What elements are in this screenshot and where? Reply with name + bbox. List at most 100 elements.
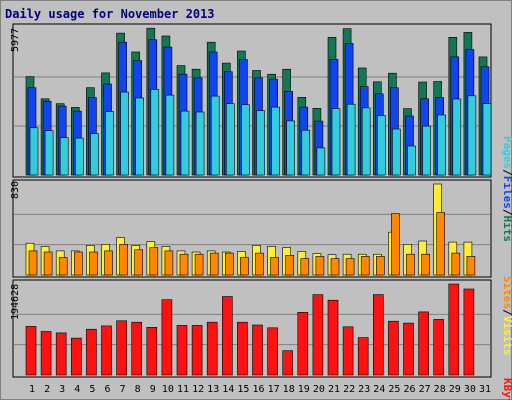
bar-kbytes-28	[433, 319, 445, 376]
legend-visits-panel: Sites/Visits	[501, 276, 512, 356]
bar-sites-24	[375, 256, 385, 276]
day-label-10: 10	[162, 384, 174, 395]
legend-hits: Hits	[501, 216, 512, 243]
bar-sites-9	[149, 247, 159, 276]
bar-sites-17	[270, 257, 279, 276]
bar-sites-12	[194, 253, 204, 276]
bar-kbytes-12	[191, 325, 203, 376]
day-label-6: 6	[104, 384, 110, 395]
bar-pages-4	[75, 137, 84, 176]
legend-sites: Sites	[501, 276, 512, 309]
bar-pages-21	[331, 108, 341, 176]
bar-pages-1	[29, 127, 39, 176]
bar-kbytes-11	[176, 325, 188, 376]
day-label-30: 30	[464, 384, 476, 395]
bar-sites-27	[421, 253, 430, 276]
bar-pages-25	[392, 128, 401, 176]
day-label-11: 11	[177, 384, 189, 395]
bar-kbytes-9	[146, 326, 158, 376]
bar-pages-10	[165, 94, 175, 176]
bar-pages-9	[150, 89, 160, 176]
bar-pages-13	[210, 95, 220, 176]
day-label-16: 16	[252, 384, 264, 395]
bar-kbytes-7	[116, 320, 127, 376]
bar-sites-13	[209, 252, 219, 276]
day-label-13: 13	[207, 384, 219, 395]
legend-hits-panel: Pages/Files/Hits	[501, 136, 512, 242]
bar-pages-29	[452, 98, 462, 176]
bar-kbytes-19	[297, 311, 309, 376]
bar-sites-7	[119, 244, 128, 276]
bar-pages-15	[241, 104, 250, 176]
bar-kbytes-25	[388, 320, 399, 376]
day-label-9: 9	[150, 384, 156, 395]
bar-sites-20	[315, 256, 325, 276]
bar-kbytes-29	[448, 283, 460, 376]
day-label-3: 3	[59, 384, 65, 395]
bar-kbytes-8	[131, 321, 142, 376]
bar-sites-1	[28, 250, 38, 276]
day-label-15: 15	[237, 384, 249, 395]
bar-kbytes-17	[267, 327, 278, 376]
bar-sites-25	[391, 213, 400, 276]
day-label-18: 18	[283, 384, 295, 395]
bar-pages-22	[346, 103, 356, 176]
bars	[25, 27, 492, 376]
bar-pages-7	[120, 91, 129, 176]
bar-pages-2	[44, 130, 54, 176]
bar-sites-16	[255, 252, 264, 276]
legend-pages: Pages	[501, 136, 512, 169]
bar-pages-11	[180, 110, 190, 176]
bar-kbytes-5	[86, 328, 97, 376]
bar-kbytes-30	[463, 288, 475, 376]
bar-kbytes-21	[327, 299, 339, 376]
bar-kbytes-20	[312, 294, 324, 376]
bar-pages-12	[195, 111, 205, 176]
day-label-22: 22	[343, 384, 355, 395]
bar-pages-5	[90, 133, 99, 176]
day-label-12: 12	[192, 384, 204, 395]
bar-kbytes-13	[206, 321, 218, 376]
bar-sites-3	[58, 257, 68, 276]
bar-pages-8	[135, 97, 144, 176]
bar-sites-19	[300, 258, 310, 276]
bar-sites-26	[406, 253, 415, 276]
day-label-14: 14	[222, 384, 234, 395]
bar-pages-19	[301, 129, 311, 176]
bar-pages-17	[271, 106, 280, 176]
bar-sites-11	[179, 253, 189, 276]
bar-kbytes-26	[403, 322, 414, 376]
bar-pages-23	[361, 107, 371, 176]
bar-pages-27	[422, 125, 431, 176]
day-label-25: 25	[388, 384, 400, 395]
day-label-20: 20	[313, 384, 325, 395]
bar-pages-28	[437, 114, 447, 176]
bar-sites-23	[360, 256, 370, 276]
bar-pages-26	[407, 145, 416, 176]
day-label-24: 24	[373, 384, 385, 395]
bar-sites-28	[436, 212, 446, 276]
bar-pages-18	[286, 120, 296, 176]
bar-kbytes-6	[101, 325, 112, 376]
bar-sites-8	[134, 249, 143, 276]
bar-kbytes-23	[357, 337, 369, 376]
legend-kbytes: KBytes	[501, 378, 512, 400]
bar-kbytes-10	[161, 299, 173, 376]
bar-sites-29	[451, 252, 461, 276]
bar-pages-24	[376, 115, 386, 176]
bar-sites-14	[225, 252, 234, 276]
bar-pages-20	[316, 147, 326, 176]
day-label-2: 2	[44, 384, 50, 395]
ymax-label-visits: 830	[10, 181, 21, 199]
bar-kbytes-15	[237, 321, 248, 376]
day-label-1: 1	[29, 384, 35, 395]
legend-visits: Visits	[501, 316, 512, 356]
bar-sites-22	[345, 258, 355, 276]
day-label-29: 29	[449, 384, 461, 395]
day-label-7: 7	[120, 384, 126, 395]
day-label-23: 23	[358, 384, 370, 395]
bar-pages-30	[467, 95, 477, 176]
bar-kbytes-3	[55, 332, 67, 376]
day-label-26: 26	[403, 384, 415, 395]
